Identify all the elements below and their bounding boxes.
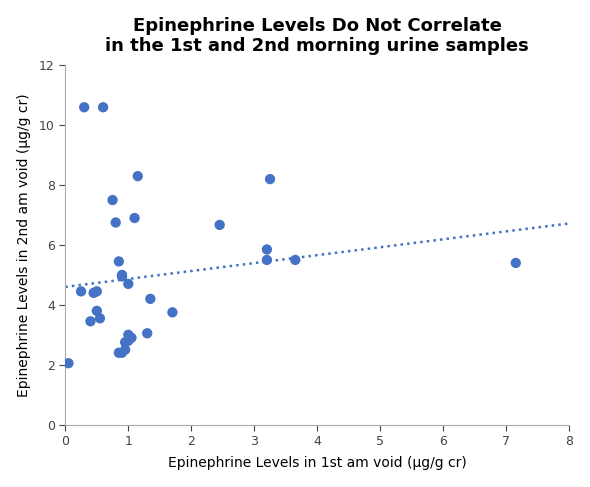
Point xyxy=(108,196,117,204)
Point xyxy=(114,258,123,265)
Point xyxy=(146,295,155,303)
Point xyxy=(92,287,101,295)
Point xyxy=(290,256,300,264)
Point xyxy=(64,359,73,367)
Point xyxy=(95,315,104,322)
Point xyxy=(117,349,127,356)
Point xyxy=(133,172,142,180)
Point xyxy=(168,308,177,316)
Point xyxy=(117,271,127,279)
Point xyxy=(120,346,130,354)
Point xyxy=(86,318,95,325)
Point xyxy=(123,331,133,338)
Point xyxy=(127,334,136,342)
Point xyxy=(511,259,520,267)
Point xyxy=(114,349,123,356)
Point xyxy=(111,219,120,226)
Title: Epinephrine Levels Do Not Correlate
in the 1st and 2nd morning urine samples: Epinephrine Levels Do Not Correlate in t… xyxy=(106,17,529,56)
Point xyxy=(89,289,99,297)
Point xyxy=(123,280,133,288)
Point xyxy=(99,103,108,111)
Point xyxy=(117,273,127,281)
Point xyxy=(215,221,224,229)
Point xyxy=(142,329,152,337)
Point xyxy=(80,103,89,111)
Point xyxy=(76,287,86,295)
Point xyxy=(92,307,101,315)
X-axis label: Epinephrine Levels in 1st am void (μg/g cr): Epinephrine Levels in 1st am void (μg/g … xyxy=(168,456,467,470)
Point xyxy=(130,214,139,222)
Point xyxy=(123,337,133,345)
Y-axis label: Epinephrine Levels in 2nd am void (μg/g cr): Epinephrine Levels in 2nd am void (μg/g … xyxy=(17,93,31,397)
Point xyxy=(262,245,271,253)
Point xyxy=(262,256,271,264)
Point xyxy=(266,175,275,183)
Point xyxy=(120,338,130,346)
